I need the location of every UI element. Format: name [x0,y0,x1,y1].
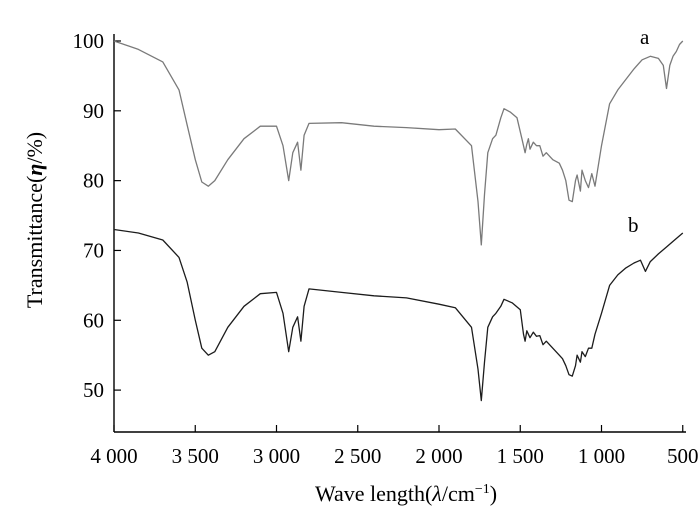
series-b-label: b [628,213,639,237]
series-line-b [113,228,684,402]
series-line-a [113,40,684,246]
x-axis-title-unit: /cm [442,481,475,506]
axes [113,34,686,433]
x-tick-label: 1 000 [578,444,625,468]
series-lines [113,40,684,402]
x-tick-label: 3 000 [253,444,300,468]
y-axis-title-unit: /%) [22,132,47,164]
y-tick-label: 60 [83,308,104,332]
y-tick-label: 80 [83,169,104,193]
y-tick-label: 100 [73,29,105,53]
y-tick-label: 70 [83,238,104,262]
x-tick-label: 3 500 [172,444,219,468]
x-tick-label: 500 [667,444,699,468]
x-axis-title-exponent: −1 [475,482,490,497]
x-axis-title: Wave length(λ/cm−1) [315,481,497,506]
y-tick-label: 90 [83,99,104,123]
y-axis-title-text: Transmittance( [22,176,47,308]
x-tick-label: 1 500 [497,444,544,468]
series-a-label: a [640,25,650,49]
x-tick-label: 2 000 [415,444,462,468]
y-axis-title: Transmittance(η/%) [22,132,47,308]
y-axis-title-symbol: η [22,164,47,176]
ticks: 4 000 3 500 3 000 2 500 2 000 1 500 1 000 500 50… [73,29,699,468]
x-axis-title-text: Wave length( [315,481,432,506]
x-axis-title-close: ) [490,481,497,506]
x-tick-label: 2 500 [334,444,381,468]
y-tick-label: 50 [83,378,104,402]
x-axis-title-symbol: λ [431,481,442,506]
x-tick-label: 4 000 [90,444,137,468]
